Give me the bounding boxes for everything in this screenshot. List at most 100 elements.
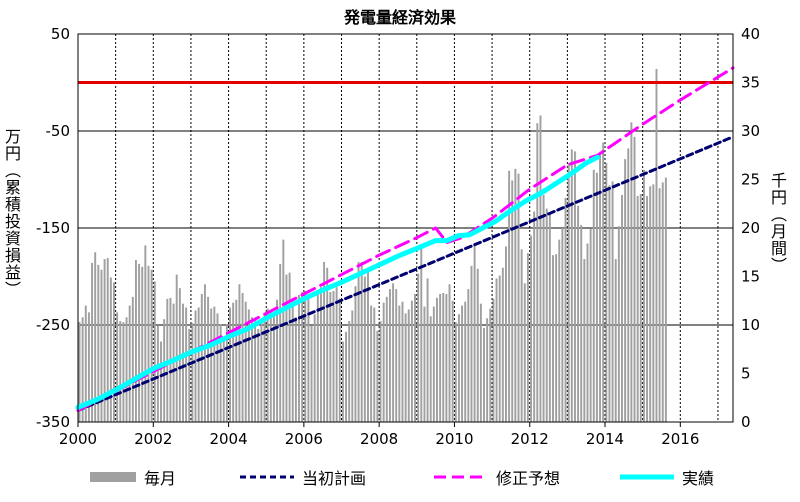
x-tick-label-2006: 2006 (285, 430, 323, 448)
plot-frame (77, 33, 734, 423)
monthly-bar-129 (483, 327, 485, 422)
monthly-bar-8 (103, 259, 106, 422)
monthly-bar-51 (238, 284, 241, 422)
monthly-bar-70 (298, 294, 300, 422)
y-right-tick-label-1: 35 (741, 74, 760, 92)
monthly-bar-2 (84, 305, 87, 422)
monthly-bar-133 (495, 278, 498, 422)
monthly-bar-48 (229, 307, 231, 422)
monthly-bar-126 (473, 244, 476, 422)
monthly-bar-112 (429, 316, 432, 422)
monthly-bar-118 (448, 284, 451, 422)
monthly-bar-155 (564, 197, 567, 422)
monthly-bar-117 (445, 293, 448, 422)
monthly-bar-77 (319, 287, 322, 422)
monthly-bar-108 (417, 273, 420, 422)
monthly-bar-74 (310, 325, 313, 422)
y-right-tick-label-6: 10 (741, 316, 760, 334)
monthly-bar-52 (241, 292, 244, 422)
monthly-bar-157 (570, 149, 573, 422)
monthly-bar-160 (580, 225, 583, 422)
monthly-bar-145 (533, 211, 536, 422)
monthly-bar-174 (624, 159, 627, 422)
monthly-bar-102 (398, 305, 401, 422)
monthly-bar-42 (210, 308, 213, 422)
monthly-bar-4 (91, 262, 94, 422)
monthly-bar-35 (188, 328, 191, 422)
monthly-bar-21 (144, 245, 147, 422)
monthly-bar-85 (345, 331, 348, 422)
monthly-bar-38 (197, 307, 200, 422)
monthly-bar-180 (642, 169, 645, 422)
monthly-bar-22 (147, 265, 150, 422)
monthly-bar-59 (263, 314, 266, 422)
monthly-bar-146 (536, 123, 539, 423)
monthly-bar-83 (338, 298, 341, 422)
right-axis-label: 千円（月間） (768, 172, 787, 274)
monthly-bar-18 (134, 260, 137, 422)
monthly-bar-151 (552, 255, 554, 422)
y-right-tick-label-0: 40 (741, 25, 760, 43)
monthly-bar-60 (266, 308, 269, 422)
monthly-bar-185 (658, 188, 661, 422)
monthly-bar-67 (288, 272, 291, 422)
monthly-bar-105 (407, 309, 410, 422)
monthly-bar-143 (526, 253, 529, 422)
monthly-bar-63 (276, 299, 279, 422)
monthly-bar-81 (332, 291, 335, 422)
monthly-bar-184 (655, 68, 658, 423)
y-left-tick-label-0: 50 (51, 25, 70, 43)
monthly-bar-175 (627, 148, 630, 422)
monthly-bar-186 (661, 182, 664, 422)
monthly-bar-161 (583, 259, 586, 422)
monthly-bar-164 (592, 169, 595, 422)
monthly-bar-181 (646, 195, 649, 422)
monthly-bar-58 (260, 319, 263, 422)
monthly-bar-124 (467, 289, 470, 422)
monthly-bar-101 (395, 289, 398, 422)
monthly-bar-87 (351, 310, 354, 422)
monthly-bar-45 (219, 324, 222, 422)
monthly-bar-72 (304, 291, 307, 422)
monthly-bar-13 (119, 321, 122, 422)
monthly-bar-119 (451, 300, 454, 422)
monthly-bar-19 (138, 263, 141, 422)
monthly-bar-170 (611, 181, 614, 422)
monthly-bar-7 (100, 269, 103, 422)
monthly-bar-177 (633, 136, 636, 422)
legend: 毎月 当初計画 修正予想 実績 (0, 462, 800, 492)
monthly-bar-150 (548, 214, 551, 422)
monthly-bar-107 (414, 293, 416, 422)
actual-line (75, 154, 600, 410)
monthly-bar-139 (514, 168, 517, 422)
monthly-bar-168 (605, 163, 608, 422)
chart-title: 発電量経済効果 (343, 8, 456, 27)
legend-label-initial-plan: 当初計画 (302, 469, 367, 488)
monthly-bar-75 (313, 314, 316, 422)
monthly-bar-100 (392, 283, 395, 422)
monthly-bar-37 (194, 310, 197, 422)
monthly-bar-172 (617, 226, 620, 422)
legend-swatch-initial-plan (240, 475, 294, 479)
monthly-bar-116 (442, 292, 445, 422)
monthly-bar-163 (589, 228, 592, 422)
monthly-bar-106 (410, 300, 413, 422)
monthly-bar-109 (420, 247, 423, 422)
y-right-tick-label-3: 25 (741, 171, 760, 189)
initial-plan-line (76, 135, 735, 412)
monthly-bar-68 (291, 297, 294, 422)
monthly-bar-166 (599, 155, 602, 422)
monthly-bar-104 (404, 313, 407, 422)
monthly-bar-111 (426, 278, 429, 422)
x-tick-label-2008: 2008 (360, 430, 398, 448)
monthly-bar-88 (354, 286, 357, 422)
monthly-bar-80 (329, 292, 332, 422)
monthly-bar-79 (326, 267, 329, 422)
monthly-bar-1 (81, 317, 84, 422)
y-right-tick-label-5: 15 (741, 268, 760, 286)
monthly-bar-148 (542, 195, 545, 422)
monthly-bar-27 (163, 319, 166, 422)
legend-item-revised-forecast: 修正予想 (432, 462, 560, 492)
monthly-bar-66 (285, 274, 288, 422)
